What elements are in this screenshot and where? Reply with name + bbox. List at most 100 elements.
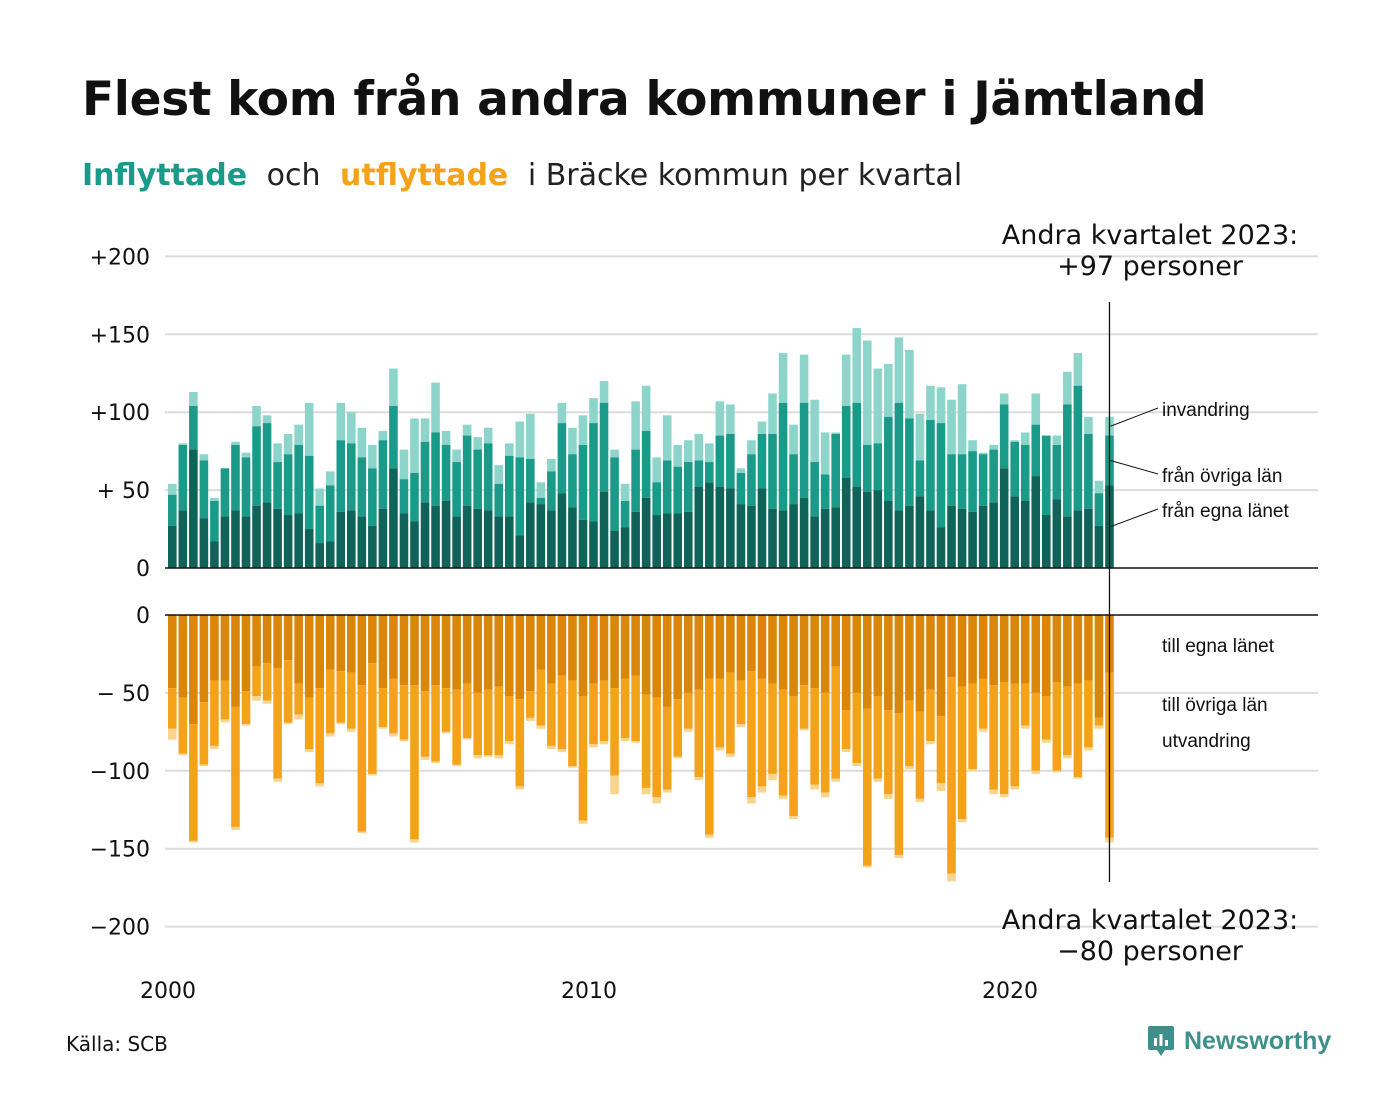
bar-in-immigration: [1063, 371, 1072, 405]
series-label: till övriga län: [1162, 695, 1268, 716]
bar-out-other-county: [947, 677, 956, 874]
bar-in-other-county: [325, 485, 335, 542]
bar-out-other-county: [420, 691, 430, 757]
bar-in-immigration: [841, 354, 851, 406]
bar-in-immigration: [1073, 352, 1083, 386]
bar-out-other-county: [231, 706, 240, 827]
bar-in-own-county: [694, 486, 704, 568]
bar-out-own-county: [936, 615, 946, 717]
bar-in-immigration: [1031, 393, 1041, 425]
bar-out-emigration: [768, 773, 777, 781]
bar-out-emigration: [547, 745, 556, 749]
bar-out-own-county: [273, 615, 282, 668]
bar-in-other-county: [957, 454, 967, 509]
bar-in-immigration: [905, 349, 914, 419]
bar-in-own-county: [662, 513, 672, 568]
bar-out-other-county: [631, 675, 640, 742]
bar-in-own-county: [220, 516, 230, 568]
bar-out-other-county: [315, 688, 325, 784]
bar-out-emigration: [1010, 786, 1019, 790]
bar-in-other-county: [936, 423, 946, 528]
bar-in-own-county: [631, 511, 640, 568]
bar-out-other-county: [547, 683, 556, 746]
bar-in-immigration: [389, 368, 398, 406]
bar-out-other-county: [526, 691, 535, 718]
bar-in-immigration: [536, 482, 546, 498]
bar-out-emigration: [578, 820, 588, 824]
bar-out-other-county: [1010, 683, 1019, 787]
bar-in-immigration: [968, 440, 977, 452]
bar-in-own-county: [231, 510, 240, 568]
bar-in-immigration: [884, 363, 893, 417]
bar-out-other-county: [347, 672, 356, 729]
bar-out-emigration: [589, 744, 598, 748]
bar-out-emigration: [736, 724, 746, 728]
bar-in-other-county: [789, 454, 798, 505]
bar-in-immigration: [778, 352, 788, 403]
series-leader-line: [1110, 508, 1159, 528]
bar-out-other-county: [378, 688, 388, 728]
bar-in-immigration: [831, 432, 840, 435]
bar-out-other-county: [199, 702, 209, 765]
bar-out-other-county: [999, 681, 1009, 795]
bar-out-other-county: [1094, 717, 1104, 726]
bar-in-own-county: [620, 527, 630, 568]
y-tick-label-top: +150: [90, 323, 150, 348]
bar-out-own-county: [1094, 615, 1104, 718]
bar-in-immigration: [1010, 440, 1019, 442]
bar-in-other-county: [220, 468, 230, 517]
bar-out-own-county: [884, 615, 893, 711]
bar-in-other-county: [978, 454, 988, 506]
bar-out-emigration: [168, 728, 177, 740]
bar-out-emigration: [526, 717, 535, 721]
bar-out-other-county: [410, 685, 419, 840]
bar-out-own-county: [789, 615, 798, 697]
bar-in-other-county: [168, 494, 177, 526]
bar-in-immigration: [620, 483, 630, 502]
bar-in-other-county: [726, 434, 735, 489]
bar-out-emigration: [494, 755, 504, 759]
bar-out-own-county: [905, 615, 914, 701]
bar-out-own-county: [220, 615, 230, 681]
bar-out-other-county: [694, 689, 704, 778]
bar-in-other-county: [799, 402, 809, 498]
bar-out-other-county: [726, 672, 735, 754]
bar-out-own-county: [999, 615, 1009, 682]
bar-in-other-county: [431, 432, 440, 506]
bar-out-own-county: [873, 615, 883, 697]
bar-out-own-county: [452, 615, 461, 690]
bar-in-other-county: [620, 501, 630, 528]
bar-out-other-county: [673, 699, 683, 757]
bar-in-immigration: [768, 393, 777, 435]
y-tick-label-bottom: −200: [90, 916, 150, 941]
bar-in-immigration: [547, 458, 556, 472]
bar-out-own-county: [283, 615, 293, 661]
bar-in-own-county: [641, 497, 651, 568]
bar-in-own-county: [357, 516, 367, 568]
bar-in-immigration: [936, 387, 946, 424]
bar-out-emigration: [1020, 725, 1030, 729]
source-note: Källa: SCB: [66, 1032, 168, 1056]
bar-out-own-county: [252, 615, 261, 667]
bar-out-other-county: [978, 678, 988, 729]
bar-in-other-county: [673, 466, 683, 514]
bar-in-immigration: [989, 444, 998, 450]
bar-in-immigration: [241, 452, 251, 458]
bar-in-other-county: [1052, 444, 1062, 500]
bar-out-emigration: [515, 786, 525, 790]
bar-in-own-county: [252, 505, 261, 568]
bar-in-immigration: [631, 401, 640, 450]
bar-out-emigration: [483, 755, 493, 757]
bar-in-other-county: [852, 402, 862, 487]
bar-out-own-county: [325, 615, 335, 670]
bar-out-other-county: [768, 683, 777, 774]
bar-in-other-county: [441, 444, 451, 502]
bar-out-other-county: [747, 671, 756, 798]
bar-in-own-county: [473, 508, 482, 568]
bar-out-other-county: [884, 710, 893, 795]
bar-out-emigration: [325, 733, 335, 737]
axis-labels: +200 +150 +100 + 50 0 0 − 50 −100 −150 −200 2000 20…: [90, 245, 1318, 1000]
bar-out-emigration: [599, 741, 609, 745]
bar-in-immigration: [273, 443, 282, 463]
bar-in-other-county: [557, 423, 567, 494]
